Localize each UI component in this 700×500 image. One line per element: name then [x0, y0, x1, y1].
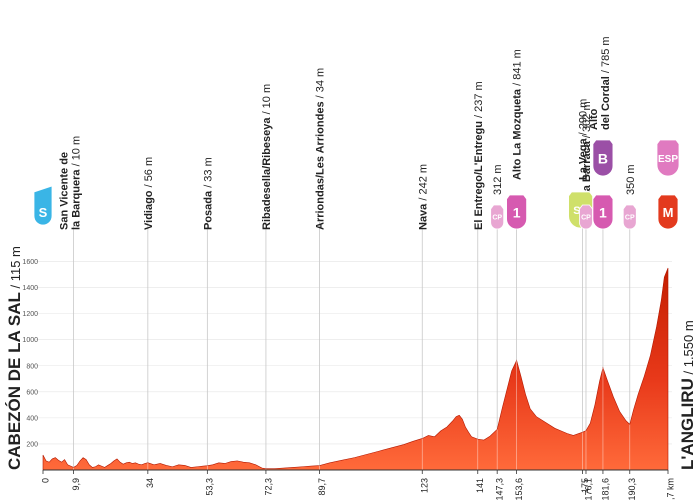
waypoint-name: Alto La Mozqueta / 841 m [512, 49, 524, 180]
waypoint-name: Nava / 242 m [417, 164, 429, 230]
y-tick-label: 1400 [22, 285, 38, 292]
badge-cp: CP [490, 204, 505, 230]
waypoint-name: La Vega / 290 m [578, 99, 590, 180]
x-tick-label: 34 [145, 478, 155, 488]
x-tick-label: 141 [475, 478, 485, 493]
x-tick-label: 190,3 [627, 478, 637, 500]
waypoint-label: Ribadesella/Ribeseya / 10 m [261, 84, 273, 230]
y-tick-label: 400 [26, 415, 38, 422]
category-badges: CP1SPCP1BCPMESPS [33, 139, 680, 230]
svg-text:S: S [39, 205, 48, 220]
x-tick-label: 175 [580, 478, 590, 493]
svg-text:CP: CP [625, 215, 635, 222]
waypoint-name: 350 m [625, 164, 637, 195]
x-tick-label: 147,3 [495, 478, 505, 500]
waypoint-label: Nava / 242 m [417, 164, 429, 230]
badge-m: M [657, 194, 679, 230]
svg-text:B: B [598, 150, 608, 166]
finish-label: L'ANGLIRU / 1.550 m [678, 320, 697, 470]
svg-text:1: 1 [513, 204, 521, 220]
waypoint-name: La Barraca / 302 m [581, 101, 593, 198]
waypoint-name: del Cordal / 785 m [600, 36, 612, 130]
grid-lines [36, 222, 672, 470]
badge-esp: ESP [656, 139, 680, 177]
endpoint-labels: CABEZÓN DE LA SAL / 115 m L'ANGLIRU / 1.5… [5, 246, 697, 470]
badge-b: B [592, 139, 614, 177]
waypoint-name: Alto [588, 108, 600, 130]
svg-text:CP: CP [492, 215, 502, 222]
waypoint-name: Vidiago / 56 m [143, 157, 155, 230]
badge-1: 1 [506, 194, 528, 230]
waypoint-label: San Vicente de la Barquera / 10 m [59, 136, 83, 230]
start-badge: S [33, 185, 53, 226]
badge-cp: CP [579, 204, 593, 230]
x-tick-label: 89,7 [317, 478, 327, 496]
y-tick-label: 200 [26, 441, 38, 448]
waypoint-label: Vidiago / 56 m [143, 157, 155, 230]
elevation-profile [42, 267, 669, 471]
waypoint-name: 312 m [492, 164, 504, 195]
svg-text:ESP: ESP [658, 154, 678, 165]
waypoint-name: la Barquera / 10 m [71, 136, 83, 230]
x-tick-label: 176,1 [583, 478, 593, 500]
x-tick-label: 153,6 [514, 478, 524, 500]
waypoint-label: Alto La Mozqueta / 841 m [512, 49, 524, 180]
waypoint-name: Ribadesella/Ribeseya / 10 m [261, 84, 273, 230]
waypoint-label: Alto del Cordal / 785 m [588, 36, 612, 130]
x-tick-label: 181,6 [600, 478, 610, 500]
badge-1: 1 [592, 194, 614, 230]
waypoint-label: Arriondas/Les Arriondes / 34 m [315, 68, 327, 230]
waypoint-label: Posada / 33 m [202, 157, 214, 230]
start-label: CABEZÓN DE LA SAL / 115 m [5, 246, 24, 470]
waypoint-name: Arriondas/Les Arriondes / 34 m [315, 68, 327, 230]
waypoint-label: El Entrego/L'Entregu / 237 m [473, 81, 485, 230]
y-axis: 200 400 600 800 1000 1200 1400 1600 [22, 259, 38, 448]
y-tick-label: 800 [26, 363, 38, 370]
badge-cp: CP [622, 204, 637, 230]
x-tick-label: 123 [420, 478, 430, 493]
x-tick-label: 9,9 [71, 478, 81, 491]
waypoint-label: La Vega / 290 m [578, 99, 590, 180]
waypoint-label: La Barraca / 302 m [581, 101, 593, 198]
waypoint-name: El Entrego/L'Entregu / 237 m [473, 81, 485, 230]
svg-text:CP: CP [581, 215, 591, 222]
waypoint-labels: San Vicente de la Barquera / 10 m Vidiago … [59, 36, 637, 230]
waypoint-name: Posada / 33 m [202, 157, 214, 230]
waypoint-name: San Vicente de [59, 152, 71, 230]
x-tick-label: 202,7 km [665, 478, 675, 500]
svg-text:1: 1 [599, 204, 607, 220]
x-tick-label: 53,3 [205, 478, 215, 496]
y-tick-label: 1000 [22, 337, 38, 344]
y-tick-label: 1600 [22, 259, 38, 266]
profile-area [42, 267, 669, 471]
x-tick-label: 0 [40, 478, 50, 483]
waypoint-label: 350 m [625, 164, 637, 195]
svg-text:M: M [663, 205, 674, 220]
waypoint-label: 312 m [492, 164, 504, 195]
y-tick-label: 600 [26, 389, 38, 396]
x-tick-label: 72,3 [263, 478, 273, 496]
y-tick-label: 1200 [22, 311, 38, 318]
x-axis: 0 9,9 34 53,3 72,3 89,7 123 141 147,3 153,6 175176… [40, 470, 675, 500]
